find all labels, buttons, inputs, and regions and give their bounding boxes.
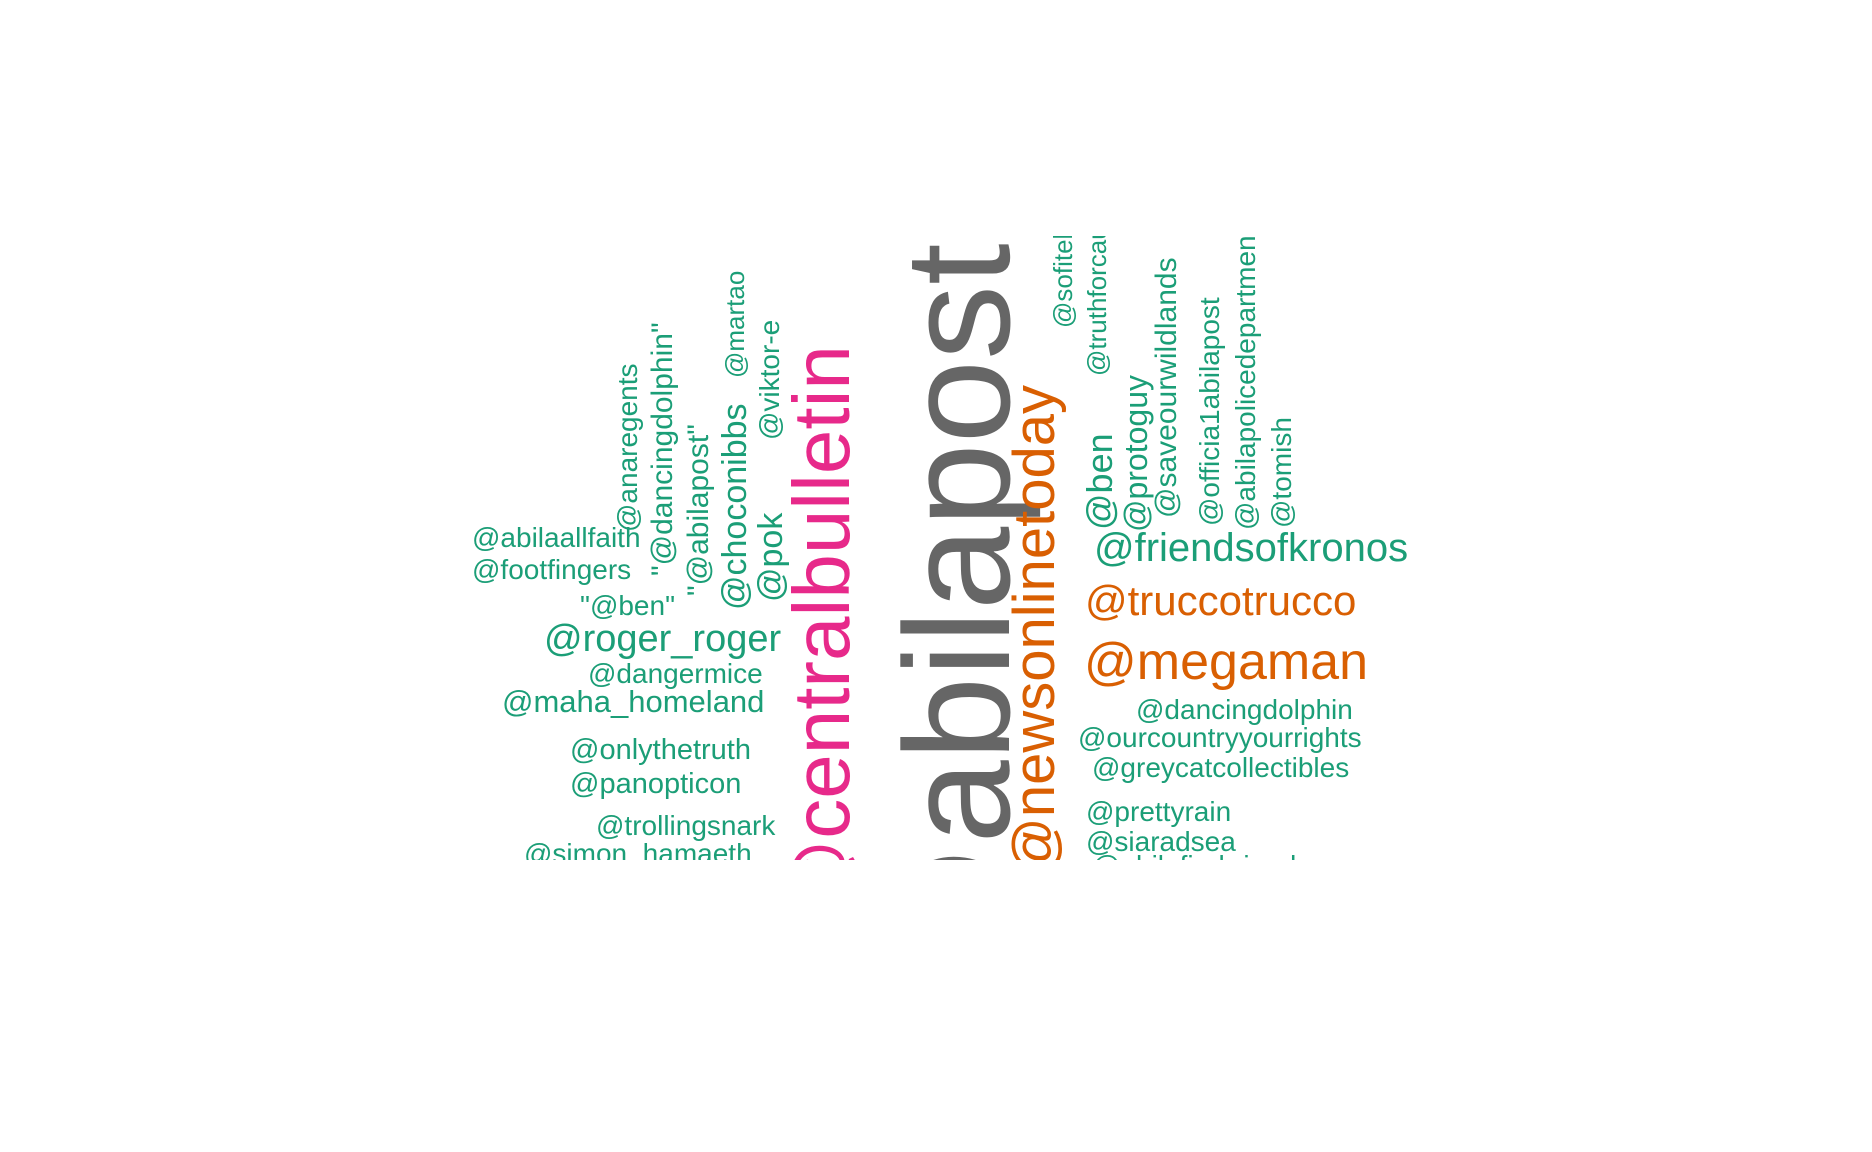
word-sofitel: @sofitel: [1048, 236, 1078, 328]
word-trollingsnark: @trollingsnark: [596, 810, 776, 841]
word-abilaallfaith: @abilaallfaith: [472, 522, 641, 553]
word-cloud-clip: @abilapost @centralbulletin @newsonlinet…: [420, 236, 1450, 860]
word-footfingers: @footfingers: [472, 554, 632, 585]
word-truccotrucco: @truccotrucco: [1085, 577, 1357, 624]
word-greycatcollectibles: @greycatcollectibles: [1092, 752, 1350, 783]
word-abilafirebrigade: @abilafirebrigade: [1092, 852, 1312, 861]
word-quoted-ben: "@ben": [580, 590, 676, 621]
word-truthforcause: @truthforcause: [1082, 236, 1112, 376]
word-tomish: @tomish: [1266, 417, 1297, 528]
word-centralbulletin: @centralbulletin: [777, 345, 866, 860]
word-choconibbs: @choconibbs: [716, 403, 754, 610]
word-viktor-e: @viktor-e: [754, 319, 785, 440]
word-roger-roger: @roger_roger: [544, 618, 782, 660]
word-dangermice: @dangermice: [588, 658, 763, 689]
word-dancingdolphin: @dancingdolphin: [1136, 694, 1353, 725]
word-prettyrain: @prettyrain: [1086, 796, 1232, 827]
word-panopticon: @panopticon: [570, 768, 742, 800]
word-siaradsea: @siaradsea: [1086, 826, 1236, 857]
word-abilapolicedepartment: @abilapolicedepartment: [1230, 236, 1261, 530]
word-martao: @martao: [720, 270, 750, 378]
word-protoguy: @protoguy: [1118, 374, 1154, 532]
word-newsonlinetoday: @newsonlinetoday: [1002, 385, 1067, 860]
word-ben: @ben: [1079, 433, 1120, 530]
word-anaregents: @anaregents: [612, 363, 643, 532]
word-simon-hamaeth: @simon_hamaeth: [524, 838, 752, 861]
word-quoted-dancingdolphin: "@dancingdolphin": [646, 322, 679, 576]
word-quoted-abilapost: "@abilapost": [682, 424, 715, 596]
word-friendsofkronos: @friendsofkronos: [1094, 526, 1409, 570]
word-megaman: @megaman: [1084, 633, 1369, 691]
word-pok: @pok: [752, 512, 790, 602]
word-onlythetruth: @onlythetruth: [570, 734, 751, 766]
word-officia1abilapost: @officia1abilapost: [1194, 297, 1225, 526]
word-saveourwildlands: @saveourwildlands: [1150, 257, 1183, 518]
word-maha-homeland: @maha_homeland: [502, 684, 765, 719]
word-ourcountryyourrights: @ourcountryyourrights: [1078, 722, 1362, 753]
